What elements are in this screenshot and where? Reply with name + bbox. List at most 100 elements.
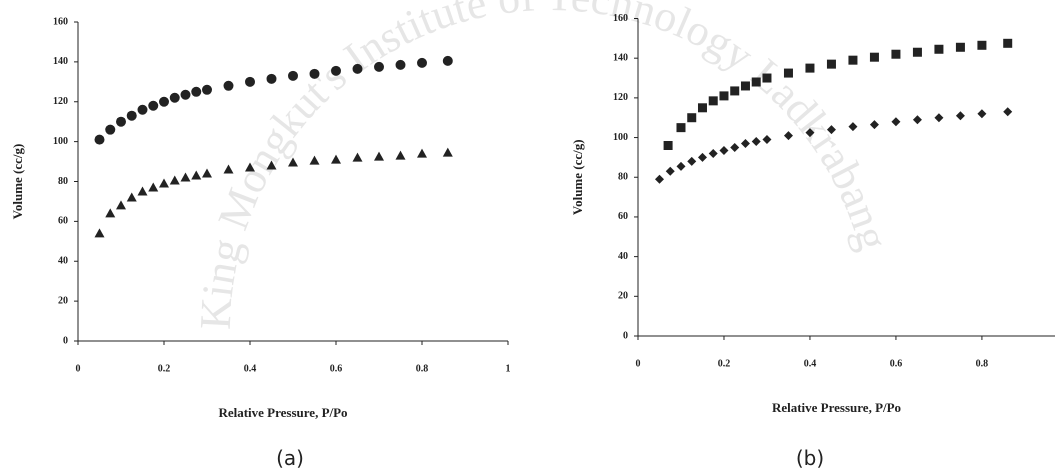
point (138, 186, 148, 195)
point (374, 62, 384, 72)
point (891, 117, 900, 126)
point (666, 167, 675, 176)
point (870, 53, 879, 62)
point (288, 71, 298, 81)
y-tick-label: 60 (618, 211, 628, 222)
point (730, 143, 739, 152)
y-tick-label: 40 (618, 251, 628, 262)
point (741, 139, 750, 148)
y-tick-label: 0 (63, 335, 68, 346)
point (848, 122, 857, 131)
point (148, 101, 158, 111)
point (116, 117, 126, 127)
point (655, 175, 664, 184)
y-axis-label: Volume (cc/g) (10, 144, 25, 220)
y-axis-label: Volume (cc/g) (570, 139, 585, 215)
point (202, 85, 212, 95)
point (698, 153, 707, 162)
x-axis-label: Relative Pressure, P/Po (218, 405, 347, 420)
point (870, 120, 879, 129)
point (159, 178, 169, 187)
x-tick-label: 0.4 (244, 363, 257, 374)
point (934, 45, 943, 54)
y-tick-label: 40 (58, 256, 68, 267)
point (396, 151, 406, 160)
x-tick-label: 0.8 (416, 363, 429, 374)
y-tick-label: 120 (53, 96, 68, 107)
y-tick-label: 0 (623, 330, 628, 341)
x-tick-label: 0.6 (890, 358, 903, 369)
y-tick-label: 120 (613, 92, 628, 103)
point (331, 155, 341, 164)
point (331, 66, 341, 76)
point (805, 64, 814, 73)
point (698, 103, 707, 112)
point (127, 192, 137, 201)
y-tick-label: 80 (58, 176, 68, 187)
point (417, 58, 427, 68)
point (267, 74, 277, 84)
point (956, 43, 965, 52)
x-axis-label: Relative Pressure, P/Po (772, 400, 901, 415)
point (1003, 107, 1012, 116)
point (170, 93, 180, 103)
y-tick-label: 100 (53, 136, 68, 147)
point (977, 41, 986, 50)
point (159, 97, 169, 107)
y-tick-label: 20 (58, 295, 68, 306)
point (116, 200, 126, 209)
y-tick-label: 80 (618, 172, 628, 183)
point (934, 113, 943, 122)
y-tick-label: 60 (58, 216, 68, 227)
y-tick-label: 140 (613, 52, 628, 63)
x-tick-label: 1 (506, 363, 511, 374)
point (687, 157, 696, 166)
point (752, 137, 761, 146)
x-tick-label: 0 (76, 363, 81, 374)
x-tick-label: 0.6 (330, 363, 343, 374)
point (762, 74, 771, 83)
point (762, 135, 771, 144)
point (709, 96, 718, 105)
point (752, 78, 761, 87)
caption: (a) (276, 446, 304, 470)
point (105, 208, 115, 217)
point (1003, 39, 1012, 48)
point (374, 152, 384, 161)
point (956, 111, 965, 120)
point (95, 228, 105, 237)
x-tick-label: 0.4 (804, 358, 817, 369)
point (891, 50, 900, 59)
y-tick-label: 100 (613, 132, 628, 143)
point (417, 149, 427, 158)
point (676, 123, 685, 132)
point (719, 91, 728, 100)
point (310, 69, 320, 79)
point (848, 56, 857, 65)
y-tick-label: 160 (53, 16, 68, 27)
point (741, 81, 750, 90)
point (396, 60, 406, 70)
point (353, 153, 363, 162)
x-tick-label: 0 (636, 358, 641, 369)
point (148, 182, 158, 191)
caption: (b) (796, 446, 824, 470)
point (719, 146, 728, 155)
point (181, 90, 191, 100)
point (95, 135, 105, 145)
point (443, 56, 453, 66)
point (664, 141, 673, 150)
point (913, 115, 922, 124)
point (310, 156, 320, 165)
point (709, 149, 718, 158)
point (105, 125, 115, 135)
x-tick-label: 0.2 (158, 363, 171, 374)
point (676, 162, 685, 171)
point (827, 60, 836, 69)
point (913, 48, 922, 57)
point (784, 69, 793, 78)
point (170, 176, 180, 185)
point (245, 77, 255, 87)
point (181, 173, 191, 182)
point (687, 113, 696, 122)
